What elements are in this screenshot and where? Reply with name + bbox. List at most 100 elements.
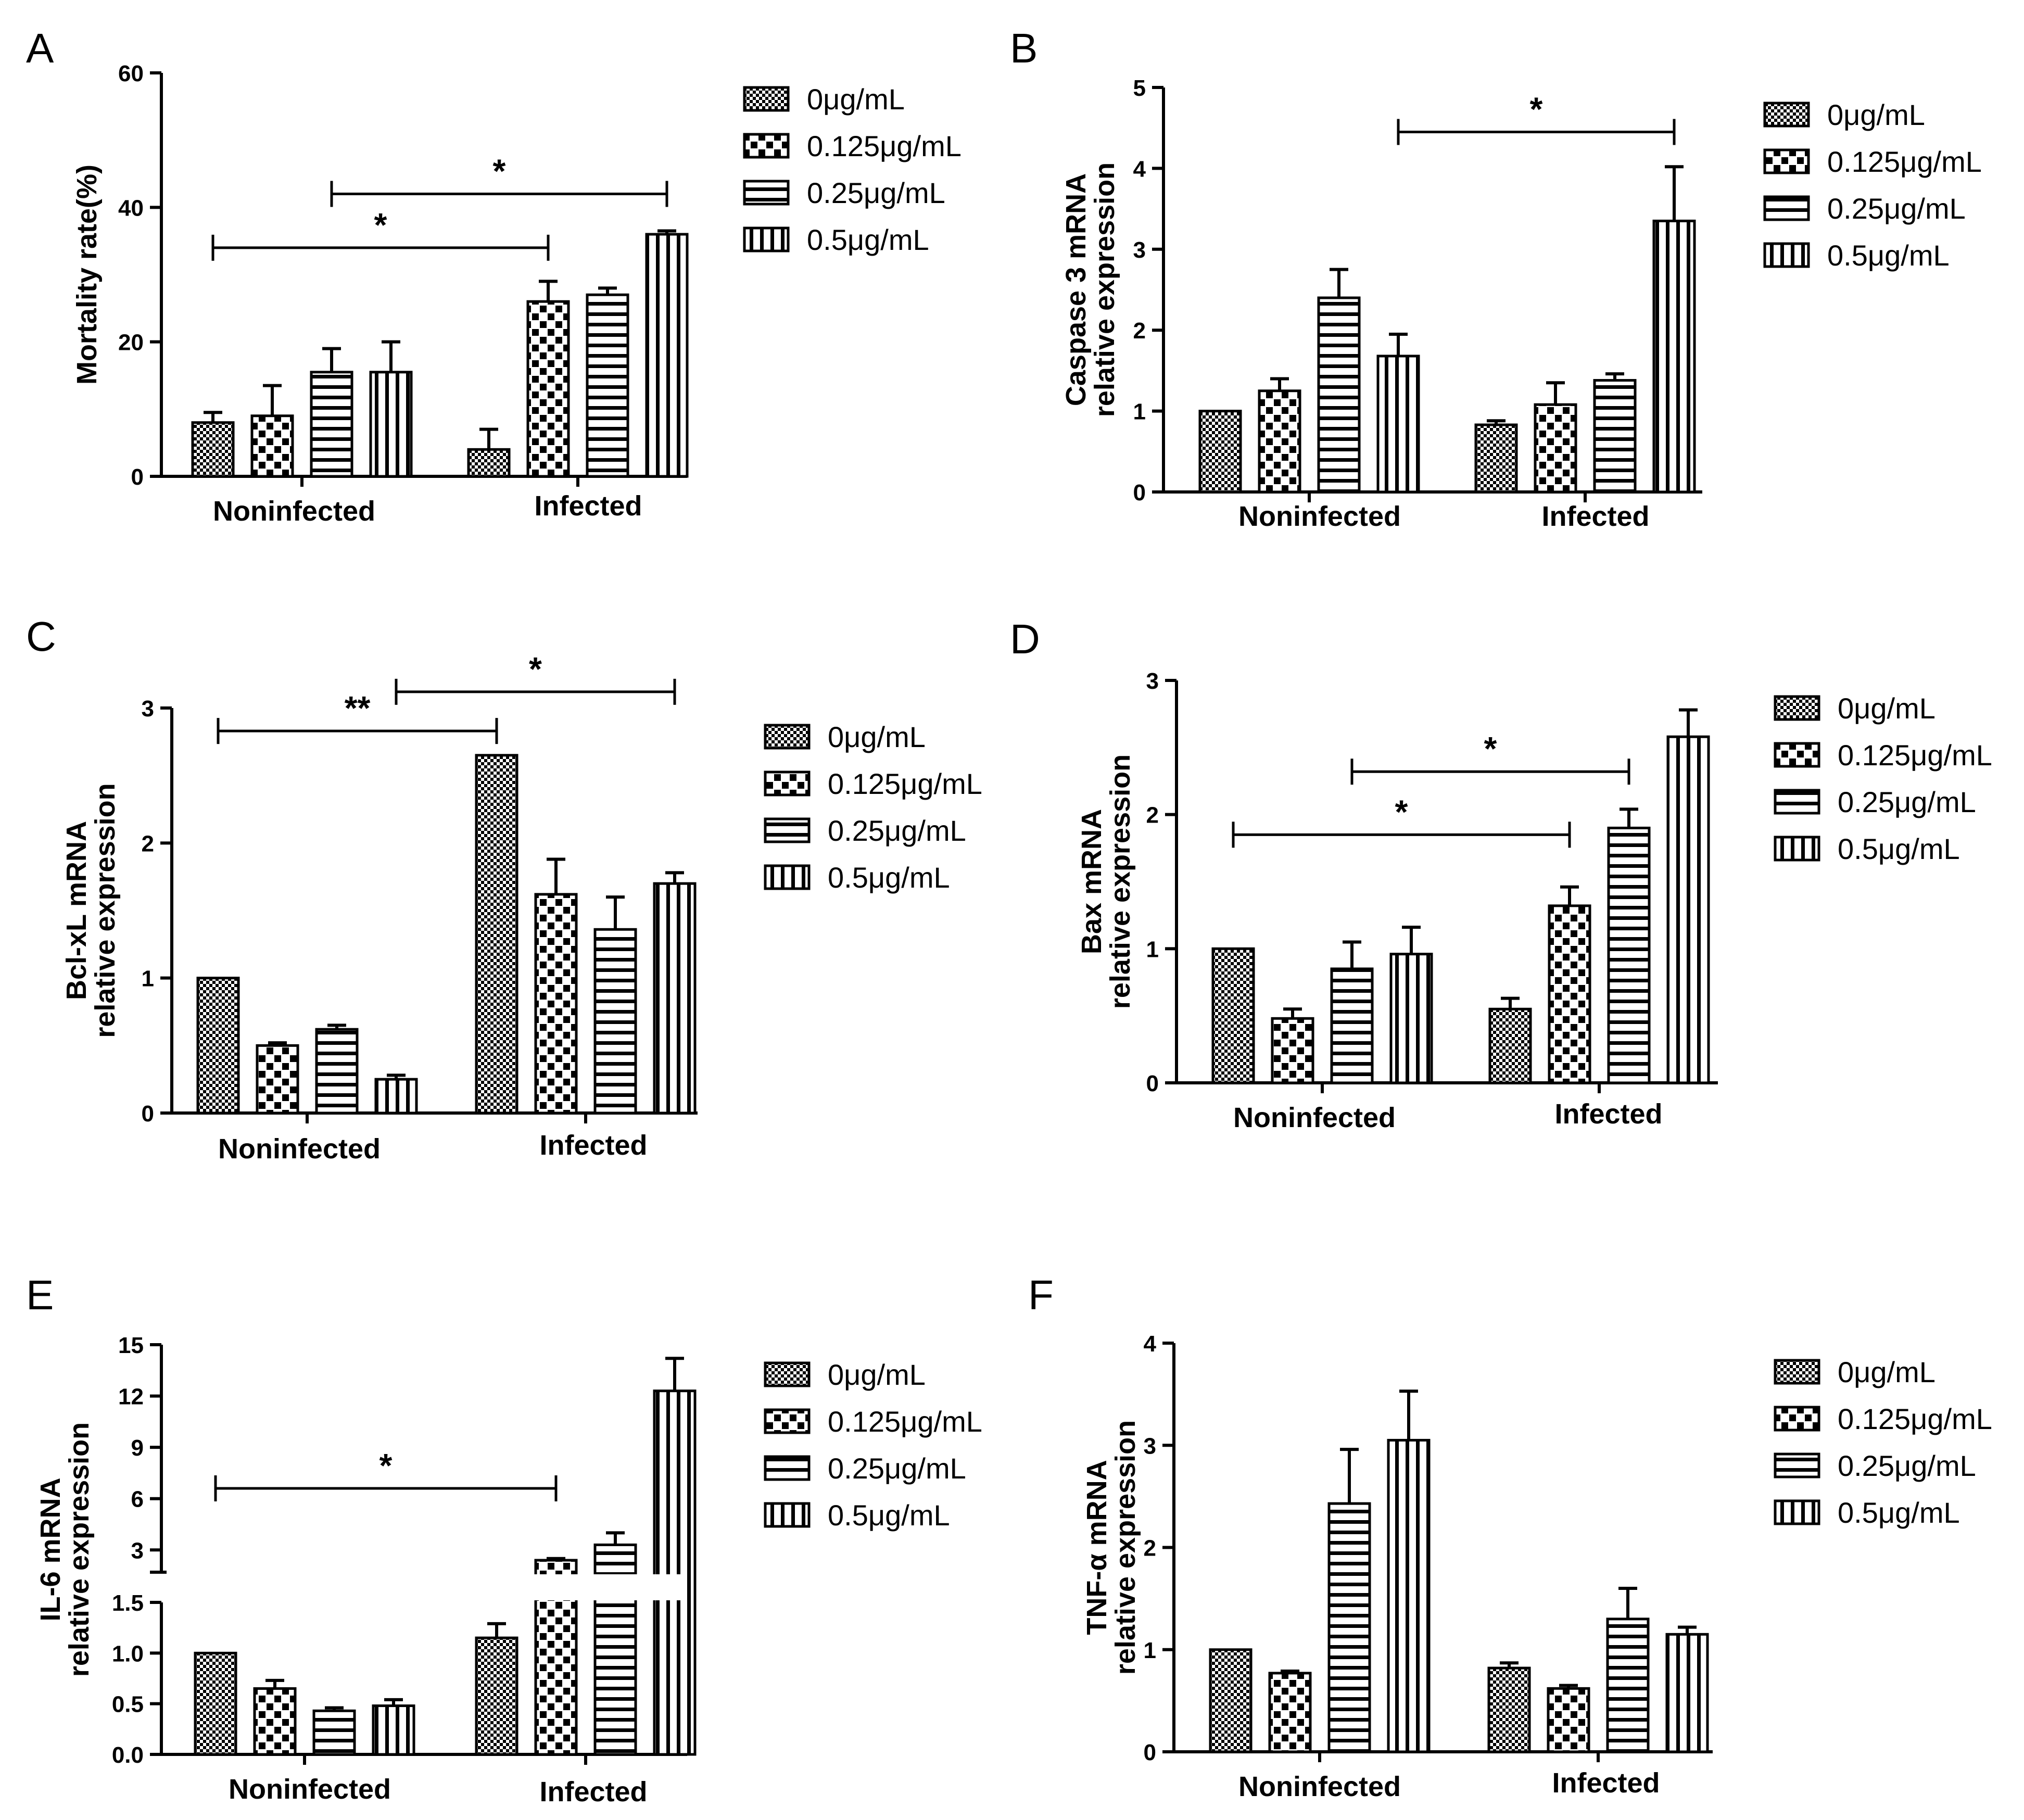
y-tick-label: 6 xyxy=(131,1487,144,1512)
x-tick-label: Noninfected xyxy=(213,496,375,527)
legend-swatch xyxy=(764,770,811,797)
chart-panel-a: A 0 20 40 60 Mortality rate(%) Noninfected Infe… xyxy=(26,25,962,527)
x-tick-label: Infected xyxy=(534,490,642,522)
y-axis-label: relative expression xyxy=(1110,1420,1141,1675)
y-tick-label: 3 xyxy=(131,1538,144,1563)
legend-swatch xyxy=(764,724,811,750)
legend-swatch xyxy=(764,1502,811,1528)
y-tick-label: 3 xyxy=(1146,668,1159,694)
legend-label: 0.125μg/mL xyxy=(828,1405,982,1438)
y-tick-label: 0.0 xyxy=(112,1742,144,1768)
significance-label: * xyxy=(493,153,506,190)
bar-0.5gmL-noninfected xyxy=(369,371,413,478)
y-axis-label: relative expression xyxy=(64,1422,95,1677)
y-axis-label: Bax mRNA xyxy=(1076,809,1107,954)
legend-label: 0.125μg/mL xyxy=(1838,739,1992,772)
y-tick-label: 1.0 xyxy=(112,1641,144,1666)
axis-break-gap xyxy=(146,1574,687,1600)
legend-label: 0μg/mL xyxy=(807,83,905,116)
y-tick-label: 3 xyxy=(1144,1433,1156,1459)
y-tick-label: 5 xyxy=(1133,75,1146,101)
panel-label: C xyxy=(26,613,56,660)
bar-0.25gmL-noninfected xyxy=(315,1028,359,1115)
y-tick-label: 0 xyxy=(1146,1071,1159,1096)
legend-label: 0.125μg/mL xyxy=(807,130,962,162)
y-axis-label: relative expression xyxy=(90,783,121,1038)
legend-swatch xyxy=(764,1361,811,1387)
bar-0.5gmL-infected xyxy=(645,233,689,478)
panel-label: D xyxy=(1010,616,1040,662)
panel-label: B xyxy=(1010,25,1038,71)
legend-swatch xyxy=(1763,195,1810,221)
bar-0.125gmL-infected xyxy=(1547,1687,1590,1753)
legend-label: 0.25μg/mL xyxy=(807,176,945,209)
legend-label: 0μg/mL xyxy=(1838,692,1936,725)
bar-0.25gmL-infected xyxy=(593,928,637,1115)
bar-0gmL-infected xyxy=(475,1636,518,1756)
bar-0.125gmL-noninfected xyxy=(256,1044,299,1115)
legend-swatch xyxy=(764,1408,811,1434)
y-tick-label: 0 xyxy=(1133,480,1146,505)
panel-label: A xyxy=(26,25,54,71)
bar-0.25gmL-noninfected xyxy=(310,371,353,478)
y-tick-label: 2 xyxy=(1146,803,1159,828)
significance-label: ** xyxy=(345,689,371,727)
y-axis-label: Caspase 3 mRNA xyxy=(1060,173,1092,406)
bar-0.125gmL-noninfected xyxy=(250,414,294,478)
y-tick-label: 20 xyxy=(118,330,144,356)
legend-swatch xyxy=(1763,148,1810,174)
significance-label: * xyxy=(1395,793,1408,830)
significance-label: * xyxy=(1484,730,1497,767)
legend-label: 0.5μg/mL xyxy=(807,223,929,256)
legend-label: 0.25μg/mL xyxy=(828,1452,966,1485)
legend-label: 0μg/mL xyxy=(828,721,926,753)
bar-0.5gmL-noninfected xyxy=(1376,355,1420,494)
x-tick-label: Noninfected xyxy=(1233,1102,1396,1133)
bar-0.25gmL-noninfected xyxy=(312,1709,356,1756)
x-tick-label: Infected xyxy=(539,1776,647,1808)
legend-label: 0.125μg/mL xyxy=(828,767,982,800)
bar-0.125gmL-noninfected xyxy=(253,1687,297,1756)
legend-swatch xyxy=(1774,1452,1820,1478)
legend-swatch xyxy=(764,864,811,890)
bar-0gmL-noninfected xyxy=(196,977,240,1115)
bar-0.25gmL-infected xyxy=(1607,826,1651,1084)
y-tick-label: 2 xyxy=(1144,1536,1156,1561)
significance-label: * xyxy=(374,206,387,244)
y-tick-label: 15 xyxy=(118,1333,144,1358)
legend-swatch xyxy=(1774,789,1820,815)
significance-label: * xyxy=(1530,90,1543,128)
bar-0.5gmL-noninfected xyxy=(1389,953,1433,1084)
legend-label: 0.5μg/mL xyxy=(828,861,950,894)
y-tick-label: 0 xyxy=(142,1101,154,1127)
bar-0.125gmL-infected xyxy=(534,893,578,1115)
x-tick-label: Infected xyxy=(1554,1098,1662,1130)
bar-0.125gmL-noninfected xyxy=(1258,389,1301,494)
y-tick-label: 1 xyxy=(1144,1638,1156,1663)
x-tick-label: Noninfected xyxy=(218,1133,381,1165)
y-tick-label: 40 xyxy=(118,195,144,221)
bar-0gmL-noninfected xyxy=(191,421,235,478)
bar-0.125gmL-infected xyxy=(526,300,570,478)
bar-0.5gmL-infected xyxy=(1666,735,1710,1084)
legend-swatch xyxy=(743,180,790,206)
x-tick-label: Noninfected xyxy=(229,1774,391,1805)
legend-swatch xyxy=(1763,242,1810,268)
legend-swatch xyxy=(1763,102,1810,128)
legend-label: 0.125μg/mL xyxy=(1838,1402,1992,1435)
legend-swatch xyxy=(1774,1499,1820,1525)
bar-0.5gmL-noninfected xyxy=(372,1704,415,1756)
bar-0.5gmL-infected xyxy=(1652,219,1696,494)
bar-0.25gmL-noninfected xyxy=(1317,296,1361,494)
y-axis-label: relative expression xyxy=(1105,754,1136,1009)
panel-label: F xyxy=(1028,1272,1054,1318)
bar-0.125gmL-infected xyxy=(1548,904,1591,1084)
x-tick-label: Infected xyxy=(1552,1767,1660,1799)
legend-swatch xyxy=(743,133,790,159)
